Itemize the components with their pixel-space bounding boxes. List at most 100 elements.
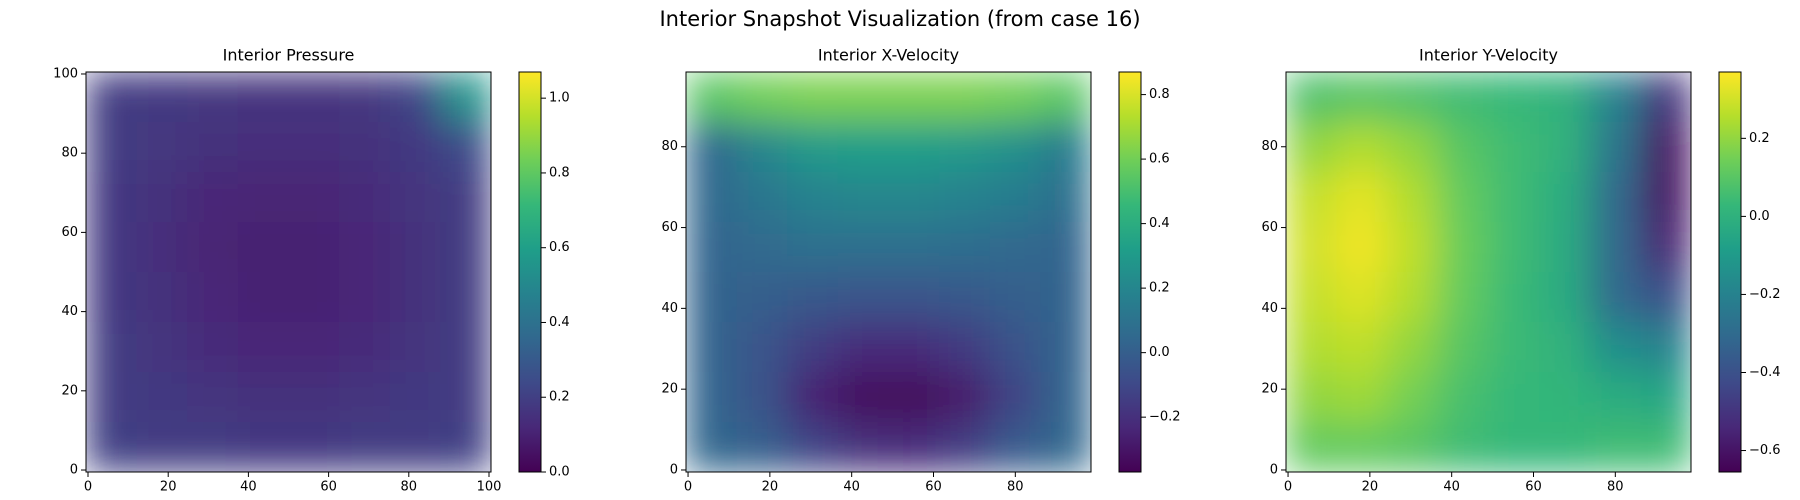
heat-cell — [888, 422, 940, 472]
heat-cell — [136, 372, 188, 423]
heat-cell — [1286, 422, 1338, 472]
heatmap — [686, 72, 1091, 472]
heat-cell — [989, 372, 1041, 423]
heat-cell — [1040, 322, 1091, 373]
heat-cell — [837, 322, 889, 373]
heat-cell — [339, 72, 391, 123]
heat-cell — [1640, 72, 1691, 123]
heat-cell — [989, 222, 1041, 273]
heat-cell — [1488, 372, 1540, 423]
heat-cell — [1640, 122, 1691, 173]
heat-cell — [686, 372, 738, 423]
heat-cell — [939, 122, 991, 173]
heat-cell — [1336, 422, 1388, 472]
heat-cell — [86, 372, 138, 423]
heat-cell — [187, 422, 239, 472]
heat-cell — [1488, 72, 1540, 123]
heat-cell — [288, 372, 340, 423]
heat-cell — [939, 422, 991, 472]
heat-cell — [939, 272, 991, 323]
heat-cell — [237, 72, 289, 123]
heatmap-cells — [1286, 72, 1691, 472]
heat-cell — [787, 272, 839, 323]
heat-cell — [1488, 122, 1540, 173]
heat-cell — [1539, 272, 1591, 323]
y-tick-label: 80 — [1261, 139, 1278, 154]
heat-cell — [1387, 172, 1439, 223]
x-tick-label: 20 — [1362, 480, 1379, 495]
colorbar — [518, 71, 542, 473]
heat-cell — [1040, 372, 1091, 423]
heat-cell — [136, 122, 188, 173]
heat-cell — [1040, 422, 1091, 472]
x-tick-label: 60 — [925, 480, 942, 495]
heat-cell — [837, 72, 889, 123]
x-tick-label: 0 — [684, 480, 692, 495]
heat-cell — [440, 72, 491, 123]
colorbar-tick-label: 0.2 — [1149, 281, 1170, 296]
heat-cell — [288, 322, 340, 373]
heat-cell — [888, 222, 940, 273]
heat-cell — [440, 172, 491, 223]
heat-cell — [736, 72, 788, 123]
heat-cell — [1336, 372, 1388, 423]
heat-cell — [86, 222, 138, 273]
heat-cell — [339, 322, 391, 373]
heat-cell — [888, 272, 940, 323]
heat-cell — [237, 222, 289, 273]
heat-cell — [389, 372, 441, 423]
heat-cell — [1040, 172, 1091, 223]
heat-cell — [237, 422, 289, 472]
heat-cell — [1488, 172, 1540, 223]
heat-cell — [1437, 122, 1489, 173]
heat-cell — [288, 72, 340, 123]
heat-cell — [1387, 122, 1439, 173]
heat-cell — [787, 172, 839, 223]
heat-cell — [1040, 272, 1091, 323]
colorbar-tick-label: 1.0 — [549, 91, 570, 106]
heat-cell — [1387, 72, 1439, 123]
heat-cell — [389, 272, 441, 323]
heat-cell — [686, 422, 738, 472]
heat-cell — [86, 72, 138, 123]
heat-cell — [888, 372, 940, 423]
heat-cell — [1589, 372, 1641, 423]
heat-cell — [339, 372, 391, 423]
heat-cell — [1437, 222, 1489, 273]
heat-cell — [339, 422, 391, 472]
y-tick-label: 20 — [661, 382, 678, 397]
heat-cell — [1539, 72, 1591, 123]
x-tick-label: 80 — [1007, 480, 1024, 495]
heat-cell — [136, 172, 188, 223]
x-tick-label: 40 — [240, 480, 257, 495]
axes-frame — [1285, 71, 1692, 473]
y-tick-label: 0 — [670, 462, 678, 477]
heat-cell — [136, 272, 188, 323]
x-tick-label: 0 — [84, 480, 92, 495]
heat-cell — [237, 372, 289, 423]
heat-cell — [1286, 172, 1338, 223]
heat-cell — [1336, 72, 1388, 123]
heat-cell — [1286, 272, 1338, 323]
heat-cell — [736, 372, 788, 423]
heat-cell — [1437, 72, 1489, 123]
heat-cell — [339, 272, 391, 323]
colorbar-tick-label: 0.0 — [1749, 209, 1770, 224]
heat-cell — [237, 272, 289, 323]
heat-cell — [1387, 322, 1439, 373]
heat-cell — [86, 422, 138, 472]
heat-cell — [136, 322, 188, 373]
heat-cell — [440, 222, 491, 273]
x-tick-label: 60 — [320, 480, 337, 495]
heat-cell — [787, 322, 839, 373]
heat-cell — [787, 372, 839, 423]
heat-cell — [389, 122, 441, 173]
heat-cell — [1336, 222, 1388, 273]
heat-cell — [736, 422, 788, 472]
heat-cell — [1488, 322, 1540, 373]
heat-cell — [1387, 272, 1439, 323]
heatmap — [1286, 72, 1691, 472]
heat-cell — [86, 122, 138, 173]
panel-title: Interior X-Velocity — [818, 46, 959, 65]
